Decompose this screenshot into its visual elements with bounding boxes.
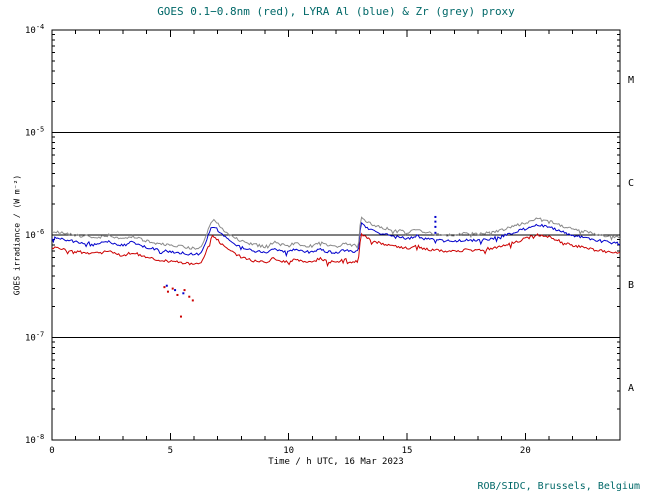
svg-text:10-6: 10-6 bbox=[25, 228, 44, 241]
x-axis-label: Time / h UTC, 16 Mar 2023 bbox=[268, 457, 404, 467]
credit-text: ROB/SIDC, Brussels, Belgium bbox=[477, 481, 640, 492]
svg-text:10-4: 10-4 bbox=[25, 23, 44, 36]
flare-class-a-label: A bbox=[628, 383, 635, 394]
y-axis-label: GOES irradiance / (W m⁻²) bbox=[12, 174, 22, 296]
svg-text:10-7: 10-7 bbox=[25, 331, 44, 344]
flare-class-c-label: C bbox=[628, 178, 635, 189]
svg-text:10: 10 bbox=[283, 446, 294, 456]
svg-text:10-8: 10-8 bbox=[25, 433, 44, 446]
svg-text:5: 5 bbox=[168, 446, 173, 456]
svg-text:15: 15 bbox=[402, 446, 413, 456]
flare-class-b-label: B bbox=[628, 280, 635, 291]
svg-text:0: 0 bbox=[49, 446, 54, 456]
svg-text:10-5: 10-5 bbox=[25, 126, 44, 139]
flare-class-m-label: M bbox=[628, 75, 635, 86]
chart-title: GOES 0.1−0.8nm (red), LYRA Al (blue) & Z… bbox=[157, 5, 515, 18]
svg-text:20: 20 bbox=[520, 446, 531, 456]
